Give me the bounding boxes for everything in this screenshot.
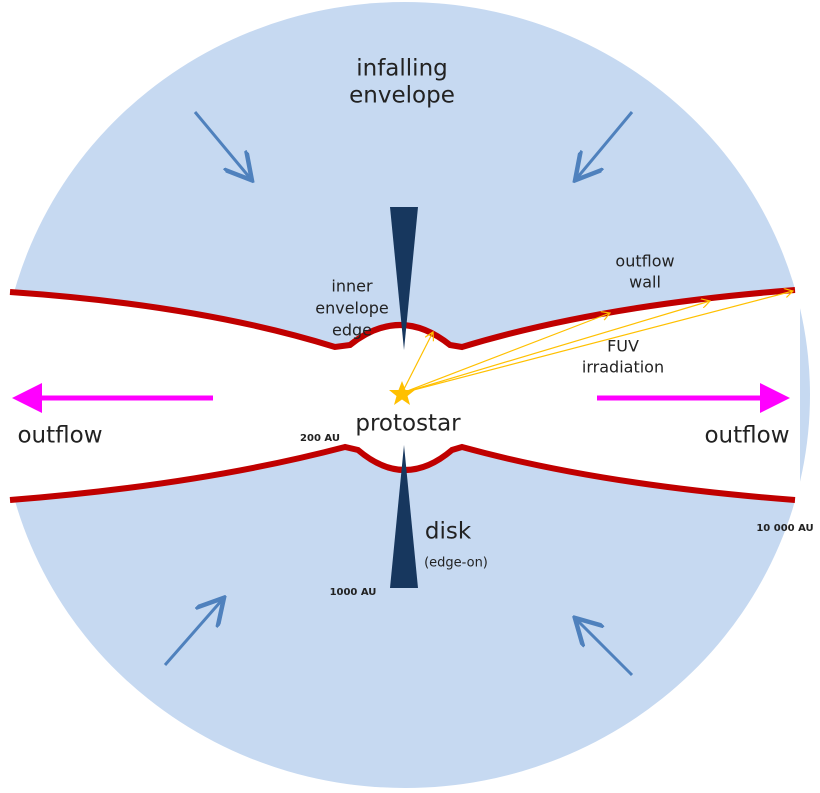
label: 200 AU: [300, 433, 340, 444]
label: outflow: [704, 423, 789, 449]
label: outflow: [615, 252, 674, 271]
diagram: infalling envelope inner envelope edge o…: [0, 0, 820, 789]
label: 1000 AU: [330, 587, 377, 598]
label: envelope: [315, 299, 389, 318]
label: (edge-on): [424, 556, 488, 571]
label: envelope: [349, 83, 455, 109]
label: wall: [629, 273, 661, 292]
label: disk: [425, 519, 472, 545]
label: protostar: [355, 411, 461, 437]
label: FUV: [607, 337, 639, 356]
label: 10 000 AU: [756, 523, 813, 534]
label: outflow: [17, 423, 102, 449]
label: edge: [332, 321, 372, 340]
label: infalling: [356, 56, 448, 82]
label: irradiation: [582, 358, 664, 377]
label: inner: [331, 277, 373, 296]
